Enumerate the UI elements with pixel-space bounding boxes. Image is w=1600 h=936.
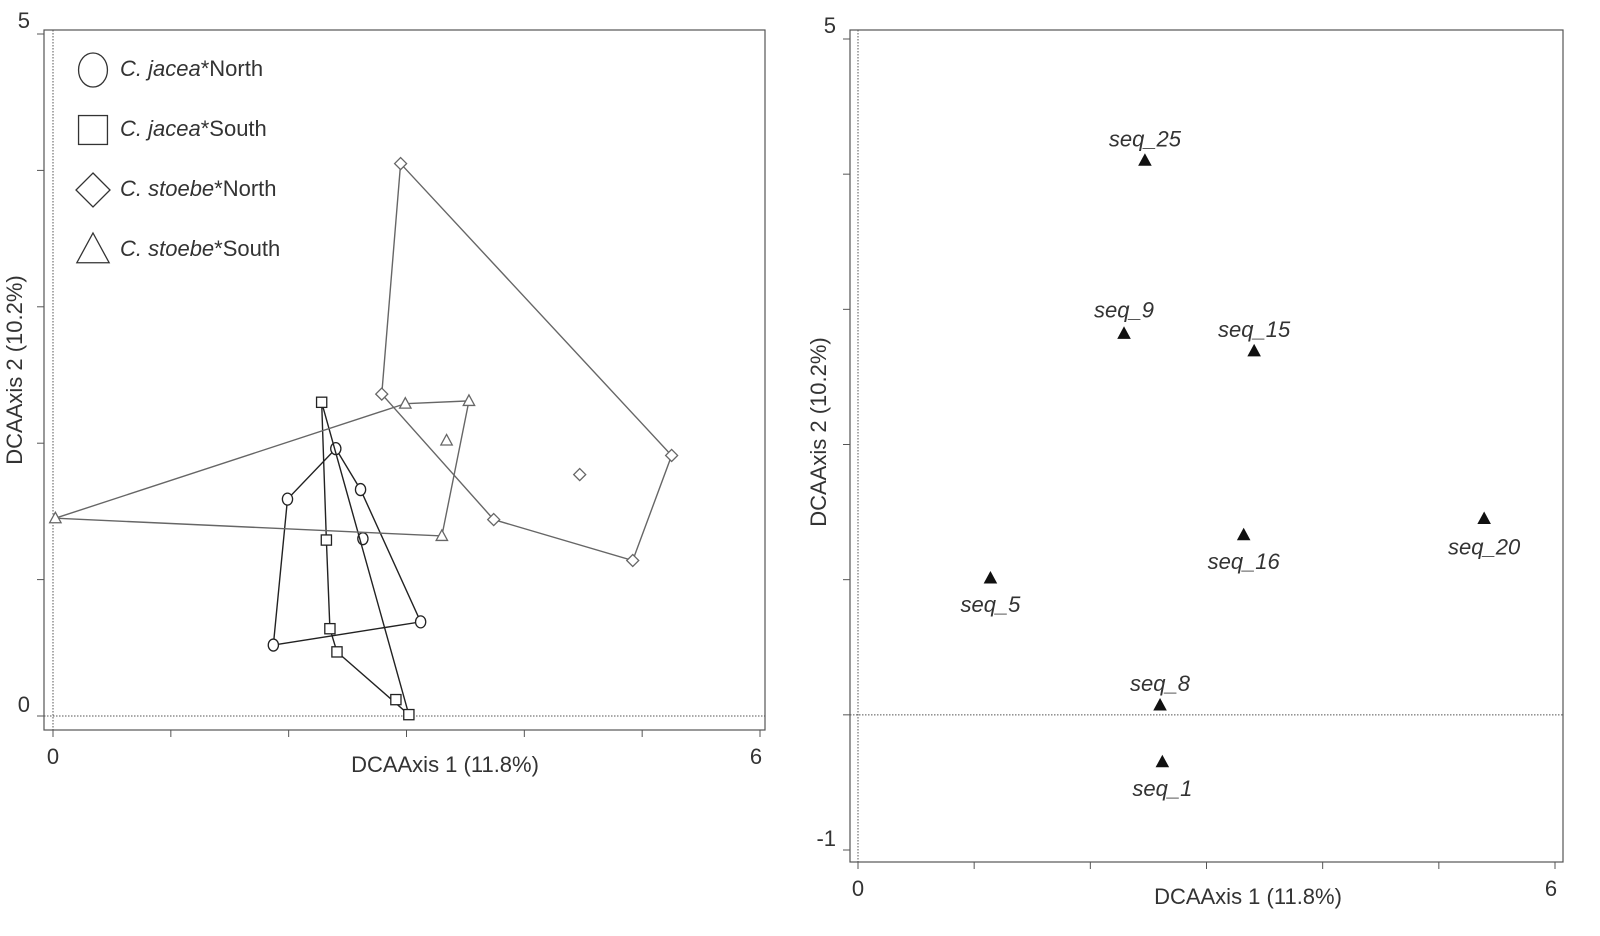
marker-triangle	[398, 396, 413, 409]
marker-square	[324, 622, 336, 635]
x-tick-label: 0	[852, 876, 864, 901]
marker-circle	[414, 615, 427, 629]
marker-triangle	[48, 510, 63, 524]
marker-square	[77, 114, 109, 146]
y-tick-label: -1	[816, 826, 836, 851]
x-axis-title: DCAAxis 1 (11.8%)	[1154, 884, 1342, 909]
marker-triangle	[75, 231, 111, 264]
plot-frame	[849, 29, 1564, 863]
marker-triangle	[435, 528, 449, 542]
legend-label: C. jacea*South	[120, 116, 267, 141]
convex-hull	[55, 400, 470, 537]
y-tick-label: 0	[18, 692, 30, 717]
y-tick-label: 5	[18, 8, 30, 33]
point-label: seq_1	[1132, 776, 1192, 801]
marker-triangle	[1155, 754, 1170, 768]
legend-label: C. stoebe*South	[120, 236, 280, 261]
marker-triangle	[439, 433, 454, 446]
convex-hull	[272, 447, 422, 646]
x-axis-title: DCAAxis 1 (11.8%)	[351, 752, 539, 777]
marker-triangle	[1247, 343, 1261, 357]
marker-triangle	[1477, 511, 1491, 524]
legend-label: C. jacea*North	[120, 56, 263, 81]
point-label: seq_5	[960, 592, 1021, 617]
point-label: seq_16	[1208, 549, 1281, 574]
y-tick-label: 5	[824, 13, 836, 38]
marker-diamond	[486, 512, 501, 527]
marker-triangle	[1117, 326, 1131, 339]
marker-triangle	[1236, 527, 1251, 541]
x-tick-label: 6	[1545, 876, 1557, 901]
y-axis-title: DCAAxis 2 (10.2%)	[806, 337, 831, 527]
marker-circle	[267, 638, 280, 652]
marker-diamond	[374, 387, 389, 402]
marker-triangle	[1138, 153, 1152, 166]
x-tick-label: 6	[750, 744, 762, 769]
convex-hull	[320, 402, 411, 717]
marker-square	[320, 534, 333, 546]
convex-hull	[381, 161, 673, 562]
point-label: seq_25	[1109, 126, 1182, 151]
marker-square	[331, 646, 343, 658]
x-tick-label: 0	[47, 744, 59, 769]
marker-circle	[77, 52, 109, 88]
marker-diamond	[625, 553, 640, 568]
marker-circle	[281, 492, 294, 506]
marker-diamond	[572, 467, 587, 482]
marker-diamond	[393, 156, 408, 171]
marker-diamond	[75, 172, 111, 208]
marker-triangle	[1153, 698, 1167, 711]
marker-triangle	[983, 570, 998, 584]
plot-frame	[43, 29, 766, 731]
marker-triangle	[462, 393, 476, 407]
point-label: seq_15	[1218, 317, 1291, 342]
marker-square	[390, 693, 402, 706]
marker-diamond	[664, 448, 679, 463]
legend-label: C. stoebe*North	[120, 176, 277, 201]
point-label: seq_9	[1094, 297, 1154, 322]
point-label: seq_20	[1448, 535, 1521, 560]
marker-square	[403, 708, 415, 721]
marker-circle	[354, 482, 367, 497]
marker-square	[315, 396, 328, 409]
y-axis-title: DCAAxis 2 (10.2%)	[2, 275, 27, 465]
point-label: seq_8	[1130, 671, 1191, 696]
